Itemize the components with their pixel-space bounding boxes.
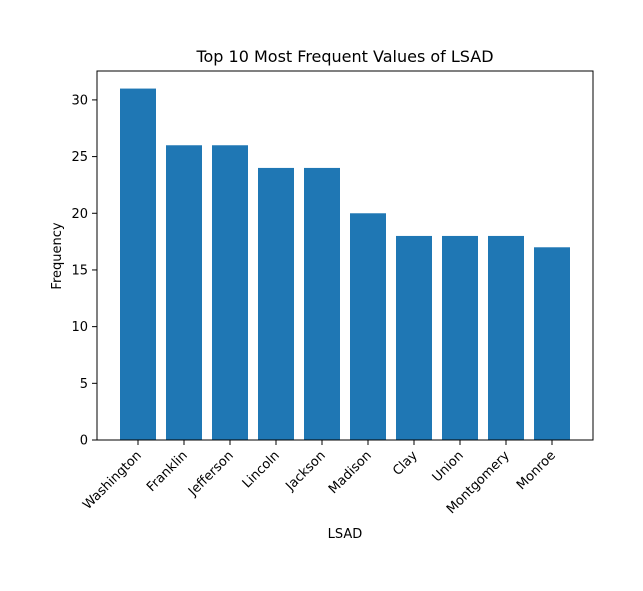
bars-group — [120, 88, 570, 441]
x-tick-label: Jackson — [283, 448, 329, 494]
y-tick-label: 0 — [80, 434, 88, 449]
x-tick-label: Lincoln — [240, 448, 283, 491]
x-tick-label: Monroe — [514, 448, 559, 493]
y-tick-label: 30 — [71, 93, 88, 108]
bar-jackson — [304, 167, 340, 440]
y-tick-label: 5 — [80, 377, 88, 392]
y-tick-label: 10 — [71, 320, 88, 335]
chart-title: Top 10 Most Frequent Values of LSAD — [195, 47, 493, 66]
bar-union — [442, 235, 478, 440]
y-axis-label: Frequency — [50, 222, 65, 289]
x-tick-label: Franklin — [144, 448, 191, 495]
x-tick-label: Washington — [80, 448, 145, 513]
x-tick-label: Clay — [390, 448, 421, 479]
bar-clay — [396, 235, 432, 440]
bar-madison — [350, 213, 386, 440]
bar-jefferson — [212, 145, 248, 440]
bar-montgomery — [488, 235, 524, 440]
y-tick-label: 15 — [71, 263, 88, 278]
bar-monroe — [534, 247, 570, 440]
y-axis: 0 5 10 15 20 25 30 — [71, 93, 97, 449]
bar-franklin — [166, 145, 202, 440]
y-tick-label: 20 — [71, 207, 88, 222]
x-tick-label: Union — [430, 448, 467, 485]
x-tick-label: Madison — [326, 448, 375, 497]
bar-lincoln — [258, 167, 294, 440]
plot-frame — [96, 70, 594, 441]
x-axis-label: LSAD — [328, 527, 363, 542]
y-tick-label: 25 — [71, 150, 88, 165]
bar-washington — [120, 88, 156, 441]
x-tick-label: Jefferson — [185, 448, 237, 500]
